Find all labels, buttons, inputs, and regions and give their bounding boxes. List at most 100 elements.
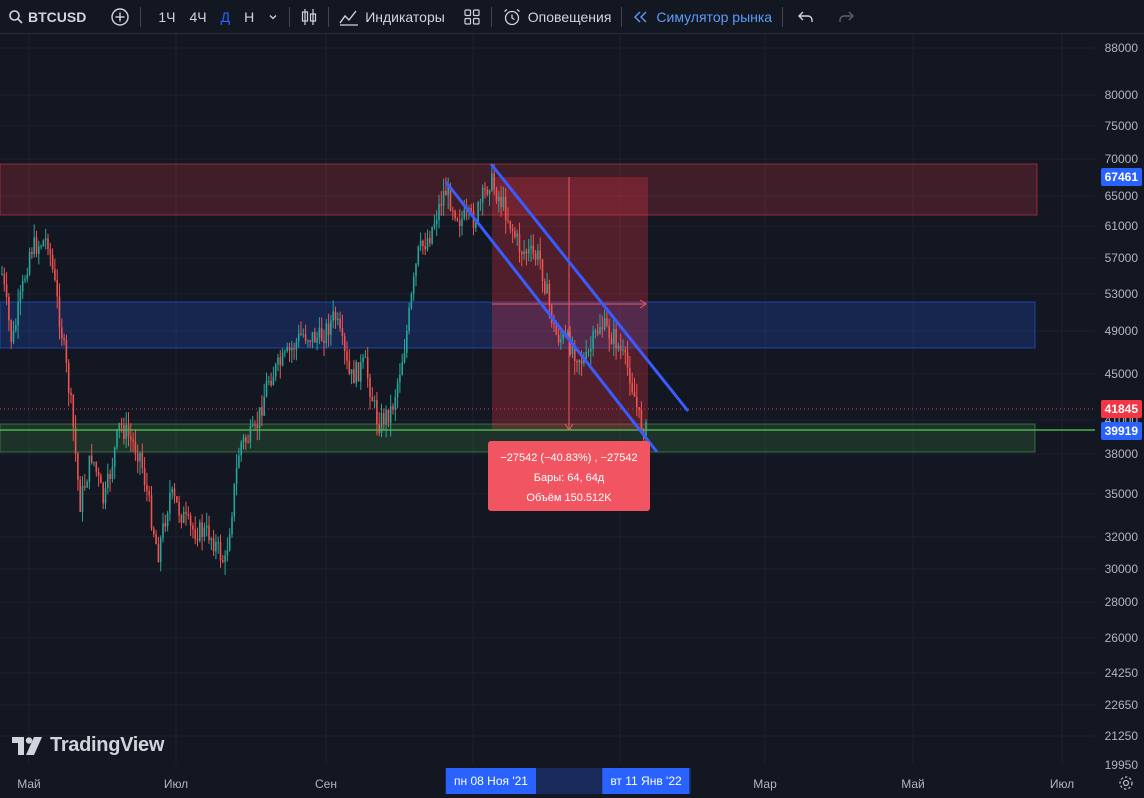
candle-body (8, 296, 10, 321)
price-chart[interactable] (0, 34, 1144, 798)
candle-body (95, 462, 98, 472)
measure-horizontal-arrow (639, 299, 647, 309)
candle-body (486, 189, 489, 195)
rewind-icon (634, 11, 647, 22)
candle-body (17, 301, 19, 326)
candle-body (346, 351, 348, 361)
candle-body (373, 400, 376, 402)
toolbar-divider (140, 6, 142, 27)
price-label: 32000 (1104, 530, 1138, 544)
candle-body (394, 396, 397, 410)
candle-body (109, 474, 111, 479)
candle-body (447, 186, 449, 196)
candle-body (433, 223, 436, 228)
candle-body (590, 348, 592, 352)
alerts-label: Оповещения (527, 8, 612, 25)
candle-body (481, 187, 484, 203)
candle-body (31, 252, 33, 254)
time-label: Сен (315, 777, 337, 791)
candle-body (10, 320, 12, 342)
candle-body (90, 455, 93, 463)
candle-body (580, 360, 583, 364)
settings-button[interactable] (1118, 775, 1134, 796)
candle-body (327, 323, 330, 335)
interval-1h[interactable]: 1Ч (158, 8, 176, 25)
candle-body (583, 359, 585, 364)
candle-body (555, 324, 558, 335)
add-circle-icon (111, 7, 130, 26)
chart-pane[interactable]: 88000 80000 75000 70000 65000 61000 5700… (0, 34, 1144, 798)
candle-body (120, 423, 123, 426)
candle-body (84, 485, 86, 488)
candle-body (88, 455, 91, 482)
time-axis-bg (0, 764, 1144, 798)
chevron-down-icon[interactable] (267, 11, 279, 23)
interval-week[interactable]: Н (244, 8, 255, 25)
candle-body (587, 351, 590, 353)
indicators-button[interactable]: Индикаторы (339, 0, 445, 34)
candle-body (560, 338, 562, 343)
candle-body (601, 327, 604, 330)
tradingview-logo[interactable]: TradingView (12, 734, 164, 757)
candle-body (61, 327, 63, 339)
candle-body (419, 240, 422, 247)
channel-lower-line[interactable] (444, 181, 659, 453)
interval-day[interactable]: Д (220, 8, 231, 25)
interval-4h[interactable]: 4Ч (189, 8, 207, 25)
candle-body (196, 538, 199, 541)
candle-body (504, 196, 507, 221)
candle-body (318, 328, 321, 339)
last-price-badge: 39919 (1100, 422, 1142, 440)
candle-body (426, 238, 429, 250)
price-label: 65000 (1104, 189, 1138, 203)
candle-body (203, 527, 206, 537)
candle-body (150, 495, 153, 529)
candle-body (392, 406, 394, 410)
candle-body (143, 467, 146, 486)
candle-body (33, 237, 35, 254)
candle-body (15, 325, 17, 331)
candle-body (113, 447, 116, 467)
toolbar-divider (328, 6, 330, 27)
toolbar-divider (621, 6, 623, 27)
undo-button[interactable] (797, 0, 815, 34)
candle-body (93, 462, 95, 464)
redo-button[interactable] (837, 0, 855, 34)
candle-body (387, 409, 390, 423)
mid-zone[interactable] (0, 301, 1036, 349)
candle-body (28, 252, 31, 274)
candle-body (169, 492, 171, 514)
candle-body (638, 407, 640, 411)
candle-body (40, 246, 42, 248)
candle-body (205, 525, 208, 528)
candle-body (65, 340, 68, 363)
candle-body (288, 347, 291, 351)
candle-body (626, 352, 629, 368)
candle-body (265, 381, 268, 397)
resistance-zone[interactable] (0, 163, 1038, 216)
candle-body (424, 246, 426, 250)
candle-body (199, 522, 201, 541)
candle-body (56, 280, 58, 297)
compare-symbol-button[interactable] (110, 0, 130, 34)
candle-body (385, 409, 387, 425)
layouts-button[interactable] (463, 0, 481, 34)
range-end-date-badge: вт 11 Янв '22 (602, 768, 690, 794)
candle-body (97, 471, 100, 476)
candle-body (613, 329, 615, 344)
chart-type-button[interactable] (300, 0, 318, 34)
alerts-button[interactable]: Оповещения (502, 0, 612, 34)
candle-body (341, 328, 344, 337)
symbol-search-button[interactable]: BTCUSD (0, 0, 86, 34)
candle-body (452, 210, 454, 212)
candle-body (516, 233, 518, 237)
candle-body (157, 544, 160, 563)
candle-body (224, 555, 226, 563)
candle-body (166, 513, 169, 527)
candle-body (51, 254, 54, 270)
channel-upper-line[interactable] (489, 163, 690, 412)
candle-body (231, 516, 233, 535)
candle-body (353, 369, 355, 384)
candle-body (5, 284, 8, 297)
market-replay-button[interactable]: Симулятор рынка (632, 0, 772, 34)
